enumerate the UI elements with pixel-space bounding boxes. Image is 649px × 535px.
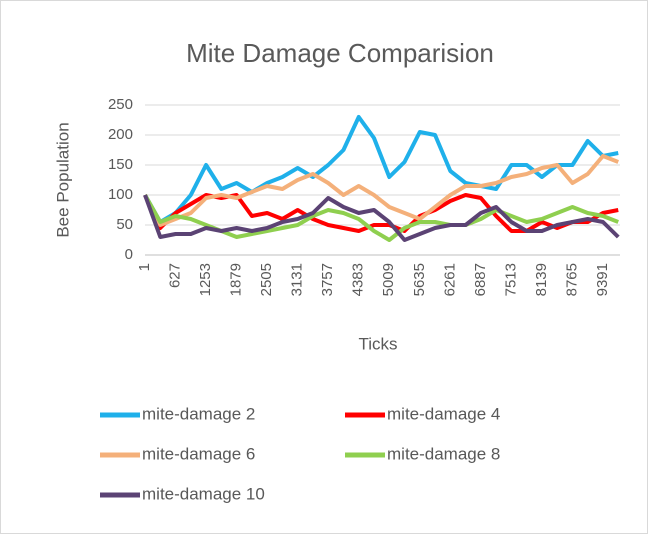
x-tick-label: 9391 [594, 263, 611, 296]
x-tick-label: 3757 [319, 263, 336, 296]
y-tick-label: 50 [116, 216, 133, 233]
legend-label: mite-damage 6 [142, 444, 255, 463]
chart-title: Mite Damage Comparision [186, 38, 494, 68]
x-tick-label: 1879 [228, 263, 245, 296]
y-tick-label: 100 [108, 186, 133, 203]
legend-label: mite-damage 8 [387, 444, 500, 463]
x-tick-label: 8139 [533, 263, 550, 296]
x-tick-label: 5009 [380, 263, 397, 296]
x-tick-label: 1 [136, 263, 153, 271]
x-tick-label: 2505 [258, 263, 275, 296]
legend-label: mite-damage 10 [142, 484, 265, 503]
x-tick-label: 3131 [289, 263, 306, 296]
x-tick-label: 7513 [502, 263, 519, 296]
x-tick-label: 1253 [197, 263, 214, 296]
legend-label: mite-damage 4 [387, 404, 500, 423]
x-tick-label: 4383 [350, 263, 367, 296]
x-tick-label: 8765 [563, 263, 580, 296]
y-tick-label: 150 [108, 156, 133, 173]
y-tick-label: 250 [108, 96, 133, 113]
x-tick-label: 6887 [472, 263, 489, 296]
y-tick-label: 0 [125, 246, 133, 263]
x-tick-label: 5635 [411, 263, 428, 296]
y-tick-label: 200 [108, 126, 133, 143]
x-tick-label: 6261 [441, 263, 458, 296]
series-line [143, 115, 619, 224]
series-line [143, 194, 620, 242]
y-axis-label: Bee Population [53, 122, 72, 237]
series-line [143, 154, 619, 227]
x-tick-label: 627 [167, 263, 184, 288]
x-axis-label: Ticks [358, 334, 397, 353]
legend-label: mite-damage 2 [142, 404, 255, 423]
